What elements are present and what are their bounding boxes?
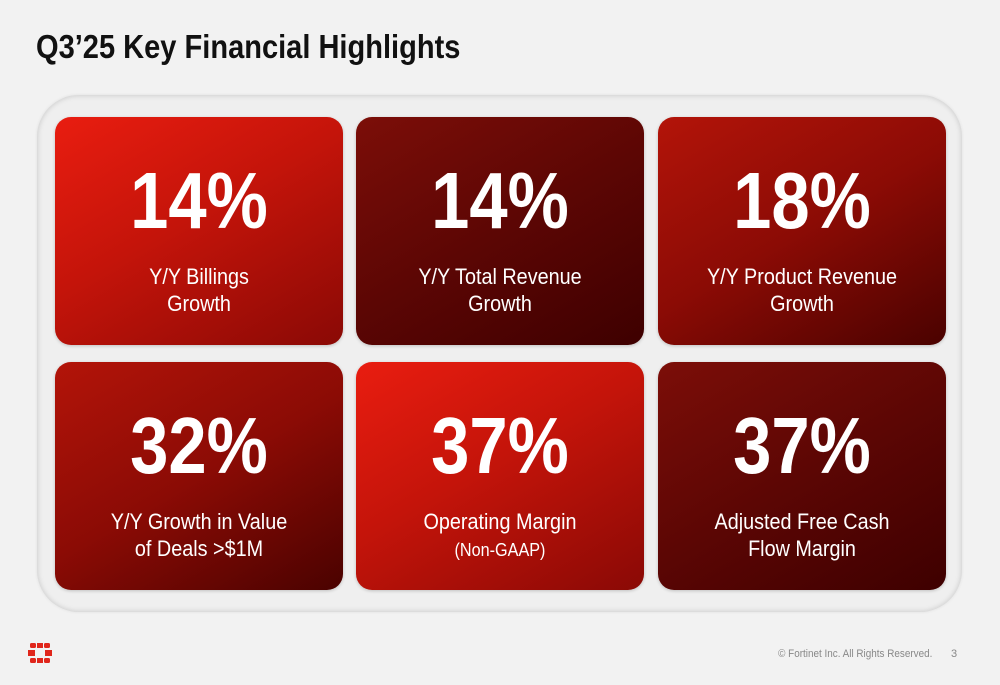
card-label: Y/Y Billings Growth (149, 264, 249, 316)
card-billings-growth: 14% Y/Y Billings Growth (55, 117, 343, 345)
card-value: 18% (733, 156, 871, 245)
card-value: 37% (431, 401, 569, 490)
card-value: 37% (733, 401, 871, 490)
card-product-revenue-growth: 18% Y/Y Product Revenue Growth (658, 117, 946, 345)
card-value: 32% (130, 401, 268, 490)
card-label: Operating Margin (Non-GAAP) (423, 509, 577, 560)
card-label: Y/Y Total Revenue Growth (418, 264, 582, 316)
page-title: Q3’25 Key Financial Highlights (36, 28, 461, 65)
copyright-text: © Fortinet Inc. All Rights Reserved. (777, 648, 932, 660)
card-value: 14% (130, 156, 268, 245)
card-operating-margin: 37% Operating Margin (Non-GAAP) (356, 362, 644, 590)
card-label: Y/Y Growth in Value of Deals >$1M (110, 509, 288, 561)
card-large-deals-growth: 32% Y/Y Growth in Value of Deals >$1M (55, 362, 343, 590)
card-total-revenue-growth: 14% Y/Y Total Revenue Growth (356, 117, 644, 345)
card-value: 14% (431, 156, 569, 245)
card-free-cash-flow-margin: 37% Adjusted Free Cash Flow Margin (658, 362, 946, 590)
card-label: Adjusted Free Cash Flow Margin (714, 509, 890, 561)
fortinet-logo-icon (28, 643, 52, 663)
page-number: 3 (951, 648, 958, 660)
card-label: Y/Y Product Revenue Growth (706, 264, 898, 316)
